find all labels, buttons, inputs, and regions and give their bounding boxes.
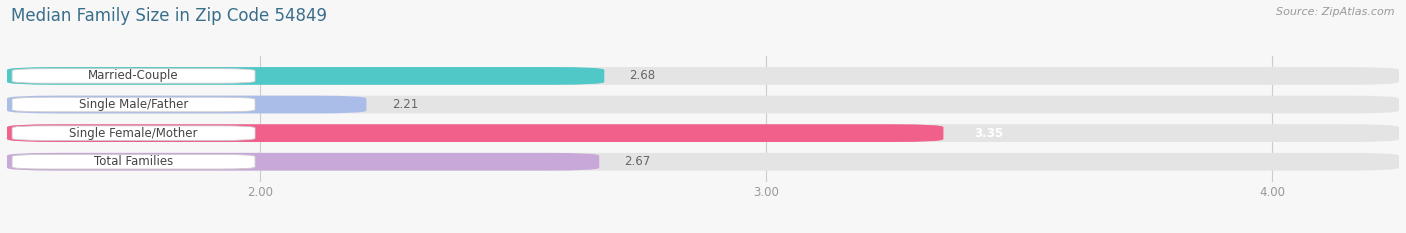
Text: Single Female/Mother: Single Female/Mother [69,127,198,140]
Text: Total Families: Total Families [94,155,173,168]
FancyBboxPatch shape [7,124,1399,142]
Text: 2.21: 2.21 [392,98,418,111]
FancyBboxPatch shape [13,69,254,83]
FancyBboxPatch shape [7,67,1399,85]
FancyBboxPatch shape [7,96,367,113]
Text: Single Male/Father: Single Male/Father [79,98,188,111]
FancyBboxPatch shape [7,153,599,171]
FancyBboxPatch shape [7,96,1399,113]
Text: 2.68: 2.68 [630,69,655,82]
FancyBboxPatch shape [7,67,605,85]
FancyBboxPatch shape [13,154,254,169]
FancyBboxPatch shape [7,124,943,142]
FancyBboxPatch shape [7,153,1399,171]
Text: Married-Couple: Married-Couple [89,69,179,82]
Text: Median Family Size in Zip Code 54849: Median Family Size in Zip Code 54849 [11,7,328,25]
FancyBboxPatch shape [13,126,254,140]
Text: Source: ZipAtlas.com: Source: ZipAtlas.com [1277,7,1395,17]
Text: 3.35: 3.35 [974,127,1002,140]
Text: 2.67: 2.67 [624,155,651,168]
FancyBboxPatch shape [13,97,254,112]
